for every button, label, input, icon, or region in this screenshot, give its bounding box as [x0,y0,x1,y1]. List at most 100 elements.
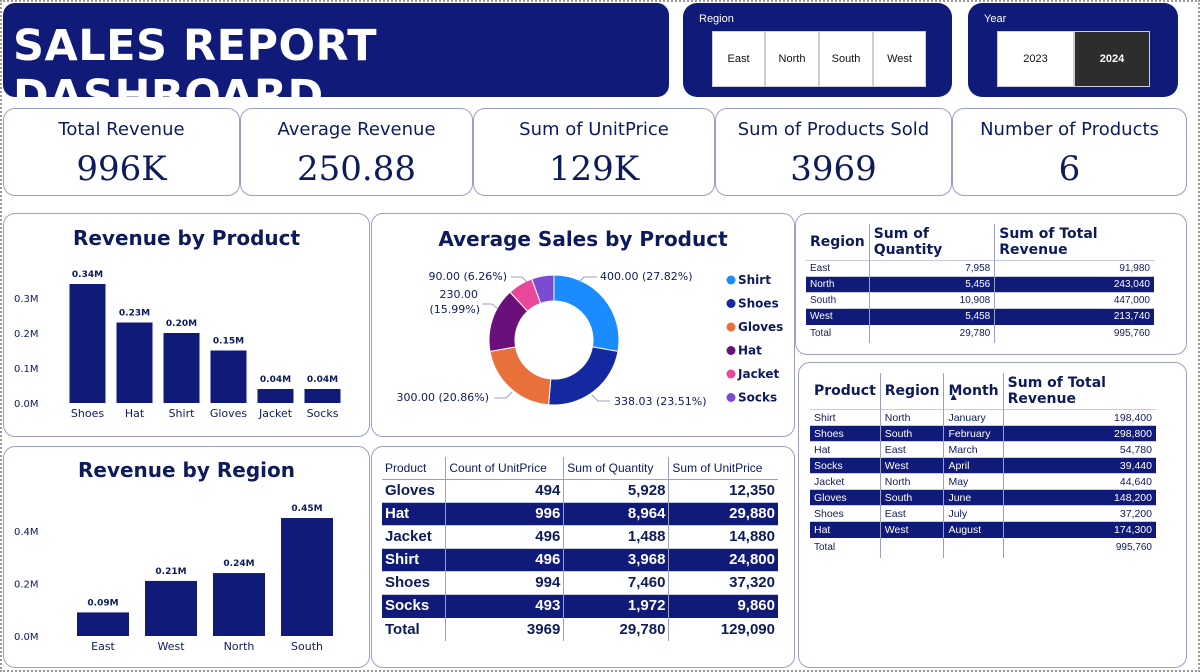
legend-swatch [726,369,736,379]
table-cell: April [943,457,1004,474]
table-cell: South [879,425,944,442]
data-label: 0.45M [291,504,322,514]
total-cell: 995,760 [994,324,1154,343]
col-header-total-revenue[interactable]: Sum of Total Revenue [994,224,1154,261]
col-header-product[interactable]: Product [382,457,446,480]
table-cell: 494 [445,479,564,502]
table-row[interactable]: West 5,458 213,740 [806,308,1154,325]
table-row[interactable]: Shoes East July 37,200 [810,505,1156,522]
table-row[interactable]: South 10,908 447,000 [806,292,1154,309]
donut-slice [548,346,619,406]
table-cell: 9,860 [668,594,778,617]
year-option-2023[interactable]: 2023 [997,31,1074,87]
donut-slice [531,274,555,304]
col-header-count[interactable]: Count of UnitPrice [445,457,564,480]
table-row[interactable]: Gloves South June 148,200 [810,489,1156,506]
y-tick-label: 0.2M [14,329,39,340]
table-cell: West [879,521,944,538]
table-cell: East [879,505,944,522]
data-label: 0.09M [87,598,118,608]
product-table-card: Product Count of UnitPrice Sum of Quanti… [371,446,795,668]
table-cell: 29,880 [668,502,778,525]
col-header-product[interactable]: Product [814,383,876,399]
table-cell: 496 [445,548,564,571]
table-cell: 8,964 [563,502,669,525]
table-row[interactable]: Hat East March 54,780 [810,441,1156,458]
total-row: Total 3969 29,780 129,090 [382,617,778,641]
leader-line [578,276,597,283]
y-tick-label: 0.1M [14,364,39,375]
table-cell: 5,456 [868,276,995,293]
total-row: Total 995,760 [810,537,1156,558]
col-header-region[interactable]: Region [879,373,944,410]
table-row[interactable]: Hat West August 174,300 [810,521,1156,538]
region-option-east[interactable]: East [712,31,765,87]
x-tick-label: West [157,640,185,653]
table-cell: 39,440 [1002,457,1156,474]
table-cell: 37,200 [1002,505,1156,522]
table-row[interactable]: Shoes 994 7,460 37,320 [382,571,778,594]
table-cell: May [943,473,1004,490]
legend-swatch [726,322,736,332]
col-header-unitprice[interactable]: Sum of UnitPrice [668,457,778,480]
col-header-month[interactable]: Month ▲ [943,373,1004,410]
table-row[interactable]: Gloves 494 5,928 12,350 [382,479,778,502]
table-row[interactable]: Shirt 496 3,968 24,800 [382,548,778,571]
revenue-by-region-card: Revenue by Region 0.0M 0.2M 0.4M 0.09M East 0… [3,446,370,668]
table-cell: Hat [814,443,831,456]
y-tick-label: 0.3M [14,294,39,305]
table-row[interactable]: Jacket 496 1,488 14,880 [382,525,778,548]
table-cell: Shoes [814,427,844,440]
table-cell: Hat [385,505,410,522]
table-cell: Jacket [385,528,432,545]
slice-label: (15.99%) [429,303,480,316]
region-table-card: Region Sum of Quantity Sum of Total Reve… [795,213,1187,355]
x-tick-label: Hat [125,407,145,420]
table-row[interactable]: Shirt North January 198,400 [810,409,1156,426]
table-cell: Shirt [814,411,836,424]
table-cell: Shoes [814,507,844,520]
revenue-by-product-chart: 0.0M 0.1M 0.2M 0.3M 0.34M Shoes 0.23M Hat 0.20M S… [14,270,341,420]
legend-label: Jacket [737,367,779,381]
product-table: Product Count of UnitPrice Sum of Quanti… [382,457,778,641]
table-cell: March [943,441,1004,458]
table-row[interactable]: Hat 996 8,964 29,880 [382,502,778,525]
region-option-south[interactable]: South [819,31,873,87]
table-cell: Socks [814,459,843,472]
slice-label: 300.00 (20.86%) [396,391,489,404]
table-cell: February [943,425,1004,442]
year-option-2024[interactable]: 2024 [1074,31,1150,87]
y-tick-label: 0.0M [14,632,39,643]
bar [163,333,200,403]
table-cell: 493 [445,594,564,617]
table-cell: 213,740 [994,308,1154,325]
revenue-by-region-chart: 0.0M 0.2M 0.4M 0.09M East 0.21M West 0.24M North… [14,504,333,653]
col-header-total-revenue[interactable]: Sum of Total Revenue [1002,373,1156,410]
kpi-value: 6 [1058,149,1081,189]
table-cell: 996 [445,502,564,525]
table-row[interactable]: Socks 493 1,972 9,860 [382,594,778,617]
kpi-title: Number of Products [980,119,1159,140]
table-row[interactable]: Shoes South February 298,800 [810,425,1156,442]
table-row[interactable]: East 7,958 91,980 [806,260,1154,277]
total-cell: 29,780 [563,617,669,641]
average-sales-card: Average Sales by Product 400.00 (27.82%)… [371,213,795,437]
table-row[interactable]: North 5,456 243,040 [806,276,1154,293]
table-cell: 198,400 [1002,409,1156,426]
kpi-total-revenue: Total Revenue 996K [3,108,240,196]
col-header-quantity[interactable]: Sum of Quantity [868,224,995,261]
region-option-west[interactable]: West [873,31,926,87]
table-row[interactable]: Jacket North May 44,640 [810,473,1156,490]
table-row[interactable]: Socks West April 39,440 [810,457,1156,474]
x-tick-label: North [224,640,255,653]
table-cell: North [879,473,944,490]
average-sales-donut: 400.00 (27.82%) 338.03 (23.51%) 300.00 (20… [396,270,783,408]
table-cell: 243,040 [994,276,1154,293]
col-header-quantity[interactable]: Sum of Quantity [563,457,669,480]
table-cell: 91,980 [994,260,1154,277]
x-tick-label: Shoes [71,407,104,420]
legend-label: Hat [738,344,762,358]
table-cell: 1,488 [563,525,669,548]
region-option-north[interactable]: North [765,31,819,87]
col-header-region[interactable]: Region [810,234,865,250]
